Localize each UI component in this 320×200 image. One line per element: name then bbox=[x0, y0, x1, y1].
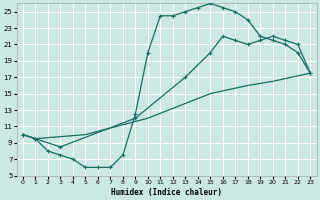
X-axis label: Humidex (Indice chaleur): Humidex (Indice chaleur) bbox=[111, 188, 222, 197]
